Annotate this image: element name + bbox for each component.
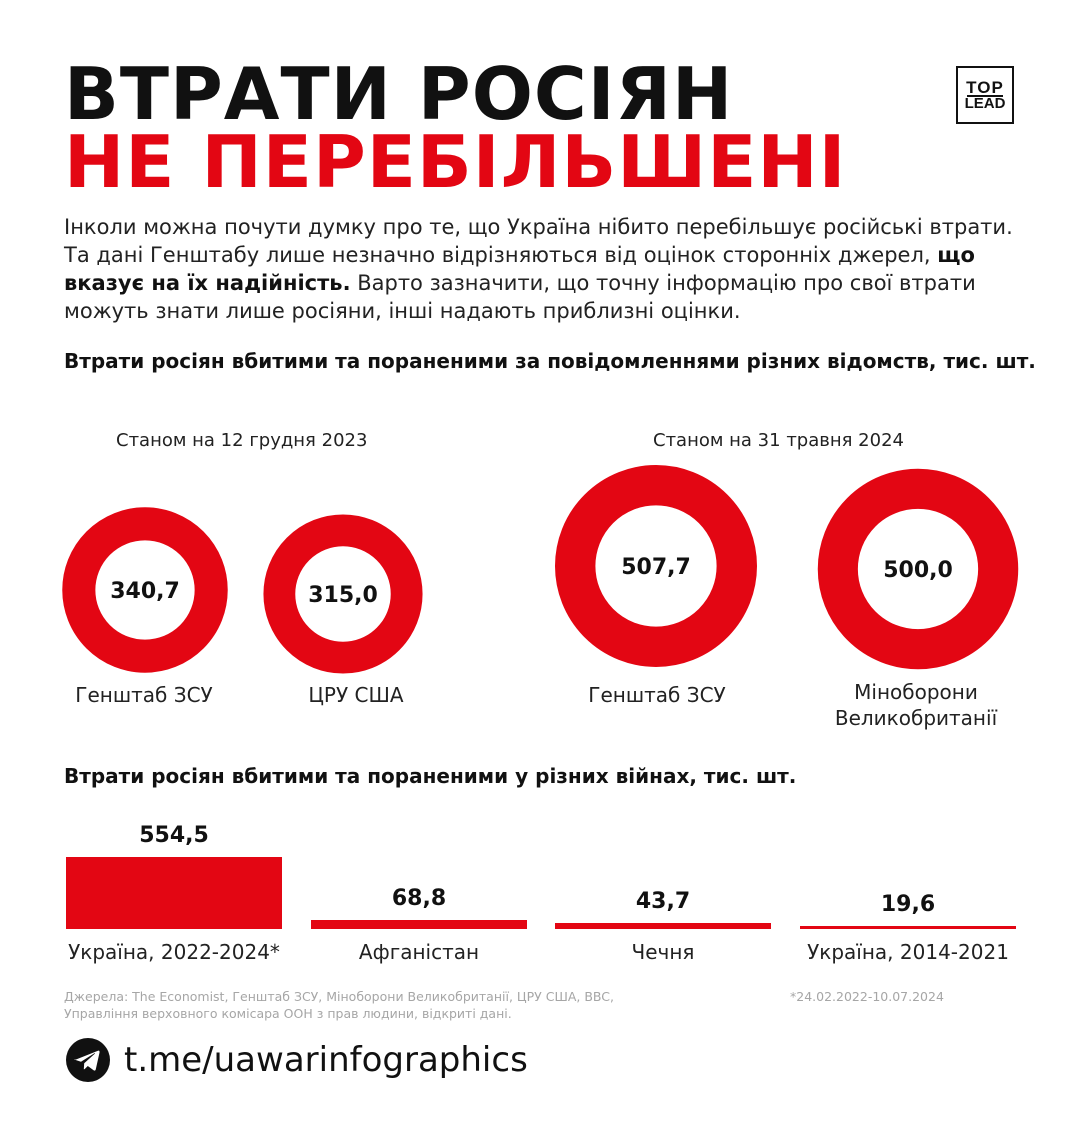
bar-category-label-1: Афганістан bbox=[358, 940, 480, 964]
bar-category-label-3: Україна, 2014-2021 bbox=[807, 940, 1009, 964]
donut-label-uk-mod-line2: Великобританії bbox=[834, 706, 998, 730]
bar-value-label-0: 554,5 bbox=[139, 823, 209, 848]
donut-value-1-1: 500,0 bbox=[883, 558, 953, 583]
date-footnote: *24.02.2022-10.07.2024 bbox=[790, 989, 944, 1004]
donut-label-cia: ЦРУ США bbox=[308, 683, 404, 707]
donut-label-uk-mod: Міноборони Великобританії bbox=[796, 679, 1036, 731]
bar-value-label-2: 43,7 bbox=[635, 889, 691, 915]
donut-label-uk-mod-line1: Міноборони bbox=[854, 680, 978, 704]
telegram-link[interactable]: t.me/uawarinfographics bbox=[124, 1040, 528, 1080]
sources-note: Джерела: The Economist, Генштаб ЗСУ, Мін… bbox=[64, 988, 704, 1022]
bar-1 bbox=[311, 920, 527, 929]
bar-category-label-2: Чечня bbox=[631, 940, 695, 964]
donut-value-0-0: 340,7 bbox=[110, 579, 180, 604]
logo-top-text: TOP bbox=[966, 78, 1004, 97]
bar-section-title: Втрати росіян вбитими та пораненими у рі… bbox=[64, 764, 797, 788]
intro-paragraph: Інколи можна почути думку про те, що Укр… bbox=[64, 213, 1024, 325]
logo-divider bbox=[967, 94, 1003, 97]
as-of-date-2024: Станом на 31 травня 2024 bbox=[653, 430, 904, 451]
top-lead-logo: TOP LEAD bbox=[956, 66, 1014, 124]
bar-category-label-0: Україна, 2022-2024* bbox=[68, 940, 280, 964]
bar-2 bbox=[555, 923, 771, 929]
donut-section-title: Втрати росіян вбитими та пораненими за п… bbox=[64, 349, 1036, 373]
donut-ring-0-0 bbox=[62, 507, 228, 673]
sources-line-2: Управління верховного комісара ООН з пра… bbox=[64, 1006, 512, 1021]
donut-value-1-0: 507,7 bbox=[621, 555, 691, 580]
donut-ring-1-1 bbox=[817, 468, 1019, 670]
bar-value-label-1: 68,8 bbox=[391, 886, 447, 912]
bar-0 bbox=[66, 857, 282, 929]
as-of-date-2023: Станом на 12 грудня 2023 bbox=[116, 430, 368, 451]
donut-label-genshtab-2023: Генштаб ЗСУ bbox=[75, 683, 213, 707]
sources-line-1: Джерела: The Economist, Генштаб ЗСУ, Мін… bbox=[64, 989, 614, 1004]
telegram-icon[interactable] bbox=[66, 1038, 110, 1082]
bar-3 bbox=[800, 926, 1016, 929]
title-line-1: ВТРАТИ РОСІЯН bbox=[64, 52, 734, 136]
donut-ring-0-1 bbox=[263, 514, 423, 674]
title-line-2: НЕ ПЕРЕБІЛЬШЕНІ bbox=[64, 120, 847, 204]
bar-value-label-3: 19,6 bbox=[880, 892, 936, 918]
logo-bottom-text: LEAD bbox=[964, 95, 1006, 112]
donut-label-genshtab-2024: Генштаб ЗСУ bbox=[588, 683, 726, 707]
intro-text-end: Варто зазначити, що точну інформацію про… bbox=[64, 271, 976, 323]
intro-text-bold: що вказує на їх надійність. bbox=[64, 243, 975, 295]
intro-text-start: Інколи можна почути думку про те, що Укр… bbox=[64, 215, 1013, 267]
donut-ring-1-0 bbox=[555, 465, 758, 668]
donut-value-0-1: 315,0 bbox=[308, 583, 378, 608]
